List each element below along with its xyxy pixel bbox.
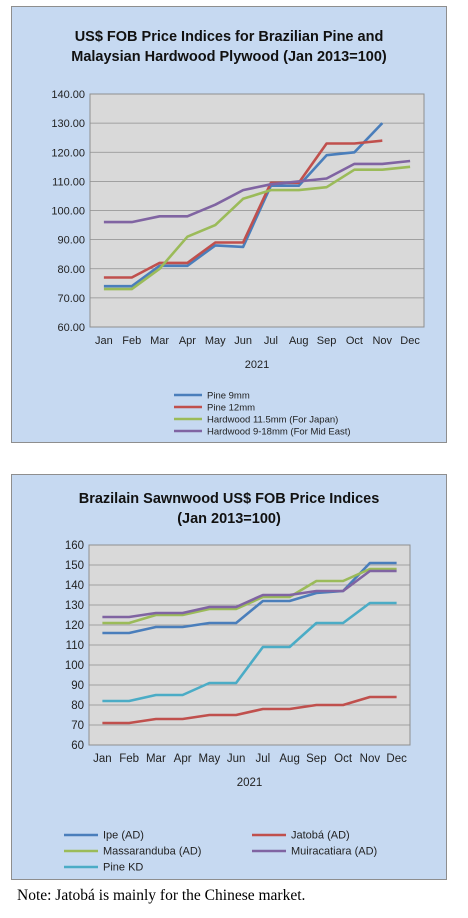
chart-title-line-1: US$ FOB Price Indices for Brazilian Pine… (74, 29, 384, 45)
y-tick-label: 70 (71, 720, 84, 732)
y-tick-label: 100 (65, 660, 84, 672)
x-tick-label: Aug (279, 753, 299, 765)
x-tick-label: Jun (234, 335, 252, 347)
x-tick-label: Mar (150, 335, 169, 347)
x-tick-label: Apr (179, 335, 196, 347)
x-tick-label: Oct (346, 335, 363, 347)
chart-title-line-2: Malaysian Hardwood Plywood (Jan 2013=100… (71, 49, 387, 65)
chart-title-line-2: (Jan 2013=100) (177, 511, 281, 527)
x-tick-label: Jun (227, 753, 246, 765)
series-line (102, 569, 397, 619)
legend-label: Pine KD (103, 862, 143, 874)
chart-panel-plywood: US$ FOB Price Indices for Brazilian Pine… (11, 6, 447, 443)
series-line (103, 122, 384, 288)
y-tick-label: 160 (65, 540, 84, 552)
x-tick-label: Aug (289, 335, 309, 347)
y-tick-label: 120.00 (51, 147, 85, 159)
chart-panel-sawnwood: Brazilain Sawnwood US$ FOB Price Indices… (11, 474, 447, 880)
plywood-price-chart: 60.00 70.00 80.00 90.00 100.00 110.00 120.00 13… (51, 89, 425, 438)
x-tick-label: Feb (122, 335, 141, 347)
y-tick-label: 80 (71, 700, 84, 712)
sawnwood-price-chart: 60 70 80 90 100 110 120 130 140 150 160 Jan Feb Mar Ap… (64, 540, 411, 874)
legend-label: Pine 12mm (207, 403, 255, 414)
x-tick-label: Jul (256, 753, 271, 765)
x-tick-label: Jan (95, 335, 113, 347)
x-axis-label: 2021 (245, 359, 269, 371)
legend-label: Ipe (AD) (103, 830, 144, 842)
y-tick-label: 140.00 (51, 89, 85, 101)
legend-label: Hardwood 9-18mm (For Mid East) (207, 427, 351, 438)
x-tick-label: Dec (386, 753, 407, 765)
y-tick-label: 100.00 (51, 206, 85, 218)
series-line (102, 567, 397, 625)
x-tick-label: May (199, 753, 221, 765)
y-tick-label: 60 (71, 740, 84, 752)
legend-label: Muiracatiara (AD) (291, 846, 377, 858)
y-tick-label: 120 (65, 620, 84, 632)
y-tick-label: 90.00 (57, 235, 85, 247)
x-tick-label: Apr (174, 753, 192, 765)
legend-label: Pine 9mm (207, 391, 250, 402)
chart-title-line-1: Brazilain Sawnwood US$ FOB Price Indices (78, 491, 380, 507)
y-tick-label: 130.00 (51, 118, 85, 130)
legend-label: Massaranduba (AD) (103, 846, 201, 858)
x-tick-label: Jan (93, 753, 112, 765)
x-tick-label: Jul (264, 335, 278, 347)
y-tick-label: 80.00 (57, 264, 85, 276)
series-line (103, 165, 411, 291)
y-tick-label: 110.00 (52, 176, 85, 188)
x-tick-label: Nov (360, 753, 381, 765)
legend-label: Jatobá (AD) (291, 830, 350, 842)
footnote: Note: Jatobá is mainly for the Chinese m… (17, 887, 306, 904)
x-tick-label: Sep (317, 335, 337, 347)
legend-label: Hardwood 11.5mm (For Japan) (207, 415, 338, 426)
x-tick-label: Oct (334, 753, 353, 765)
x-tick-label: Sep (306, 753, 326, 765)
x-tick-label: Nov (372, 335, 392, 347)
x-tick-label: Feb (119, 753, 139, 765)
series-line (102, 601, 397, 703)
y-tick-label: 110 (66, 640, 84, 652)
series-line (102, 695, 397, 725)
y-tick-label: 70.00 (57, 293, 85, 305)
y-tick-label: 140 (65, 580, 84, 592)
y-tick-label: 150 (65, 560, 84, 572)
y-tick-label: 90 (71, 680, 84, 692)
series-line (103, 159, 411, 224)
x-tick-label: Dec (400, 335, 420, 347)
y-tick-label: 130 (65, 600, 84, 612)
x-tick-label: Mar (146, 753, 166, 765)
x-axis-label: 2021 (237, 777, 263, 789)
series-line (103, 139, 383, 279)
x-tick-label: May (205, 335, 226, 347)
y-tick-label: 60.00 (57, 322, 85, 334)
